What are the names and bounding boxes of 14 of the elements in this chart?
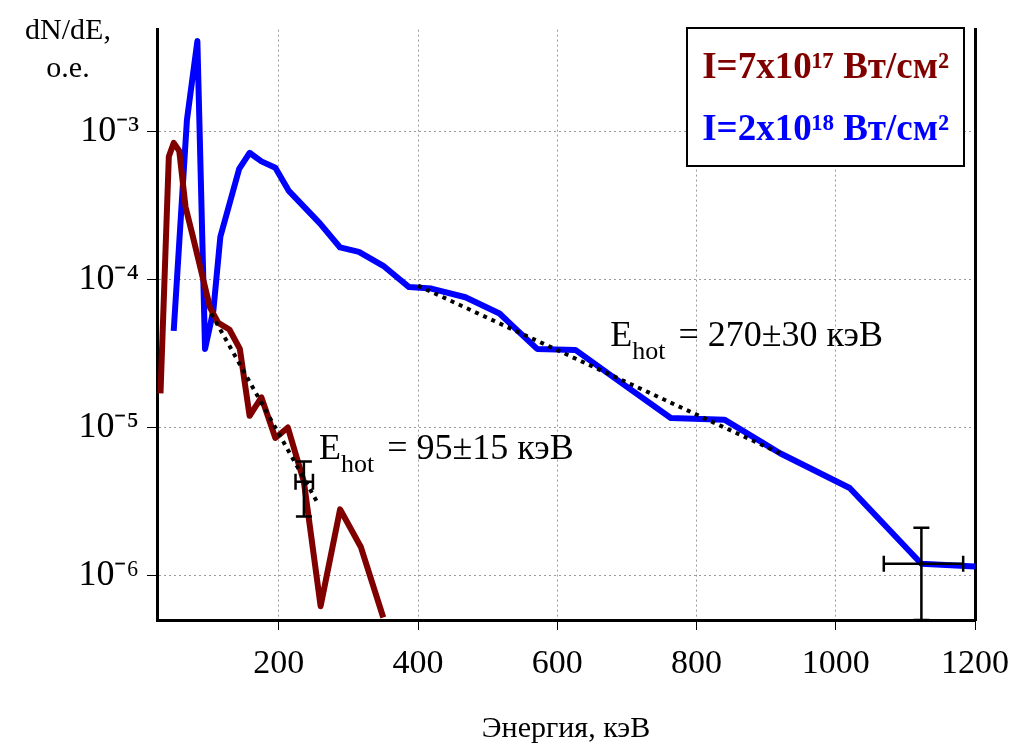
x-tick-label: 200 [253,643,305,681]
text: I=2x10¹⁸ Вт/см² [702,106,949,150]
text: I=7x10¹⁷ Вт/см² [702,44,949,88]
x-tick-label: 600 [531,643,583,681]
x-axis-title: Энергия, кэВ [481,709,651,743]
y-tick-label: 10⁻³ [80,109,140,150]
x-tick-label: 1000 [801,643,870,681]
x-tick-label: 400 [392,643,444,681]
x-tick-label: 1200 [941,643,1009,681]
y-tick-label: 10⁻⁵ [78,405,139,445]
y-tick-label: 10⁻⁴ [78,257,139,298]
y-axis-title: dN/dE, o.e. [24,11,112,85]
y-tick-label: 10⁻⁶ [78,552,139,593]
x-tick-label: 800 [671,643,723,681]
